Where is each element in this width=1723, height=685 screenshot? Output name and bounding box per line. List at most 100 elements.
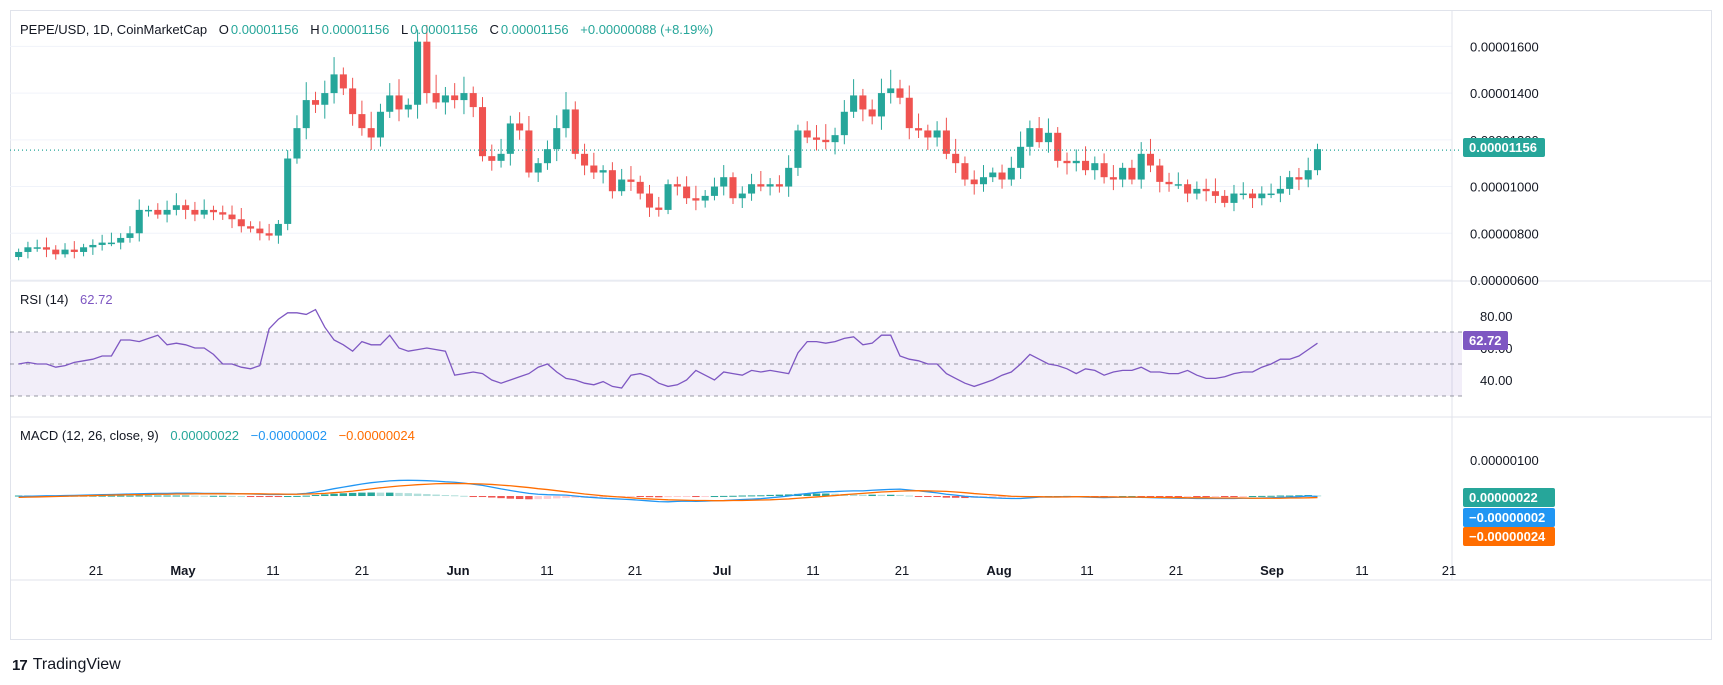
- candle-body: [1072, 160, 1080, 164]
- macd-histogram-bar: [645, 496, 654, 498]
- macd-histogram-bar: [1183, 496, 1192, 498]
- macd-histogram-bar: [339, 493, 348, 497]
- candle-body: [571, 109, 579, 154]
- macd-histogram-bar: [757, 495, 765, 497]
- macd-histogram-bar: [246, 496, 255, 498]
- macd-histogram-bar: [747, 495, 756, 497]
- macd-histogram-bar: [553, 496, 561, 499]
- tradingview-branding[interactable]: 17 TradingView: [12, 656, 121, 674]
- macd-histogram-bar: [1146, 496, 1155, 498]
- candle-body: [219, 212, 227, 215]
- current-price-label: 0.00001156: [1463, 138, 1545, 157]
- macd-title[interactable]: MACD (12, 26, close, 9): [20, 428, 159, 443]
- time-axis-label: May: [170, 563, 196, 578]
- candle-body: [534, 163, 542, 173]
- candle-body: [748, 184, 756, 194]
- time-axis-label: 21: [895, 563, 909, 578]
- macd-histogram-bar: [655, 496, 663, 498]
- macd-histogram-bar: [497, 496, 505, 499]
- candle-body: [924, 130, 932, 138]
- candle-body: [1146, 153, 1155, 166]
- candle-body: [1128, 167, 1136, 180]
- macd-histogram-bar: [784, 494, 793, 497]
- candle-body: [970, 179, 978, 185]
- candle-body: [543, 149, 551, 164]
- macd-histogram-bar: [961, 496, 969, 499]
- symbol-title[interactable]: PEPE/USD, 1D, CoinMarketCap: [20, 22, 208, 37]
- macd-histogram-bar: [256, 496, 264, 498]
- candle-body: [302, 100, 310, 129]
- price-tick-label: 0.00001400: [1470, 86, 1539, 101]
- candle-body: [182, 205, 190, 210]
- candle-body: [1295, 177, 1303, 180]
- macd-histogram-bar: [413, 493, 422, 497]
- macd-histogram-bar: [386, 492, 394, 497]
- macd-histogram-bar: [348, 492, 357, 497]
- candle-body: [673, 184, 681, 187]
- candle-body: [683, 186, 691, 199]
- macd-histogram-bar: [1156, 496, 1164, 498]
- macd-histogram-bar: [905, 495, 913, 497]
- candle-body: [812, 137, 821, 140]
- candle-body: [655, 207, 663, 210]
- chart-frame: [10, 10, 1712, 640]
- macd-histogram-bar: [237, 496, 246, 498]
- candle-body: [1184, 184, 1192, 194]
- macd-histogram-bar: [376, 492, 385, 497]
- macd-histogram-bar: [126, 495, 134, 497]
- price-tick-label: 0.00000600: [1470, 273, 1539, 288]
- candle-body: [525, 130, 533, 173]
- macd-histogram-bar: [116, 495, 125, 497]
- candle-body: [859, 95, 867, 110]
- candle-body: [107, 242, 115, 245]
- macd-tick-label: 0.00000100: [1470, 453, 1539, 468]
- candle-body: [1211, 191, 1219, 196]
- candle-body: [42, 247, 50, 250]
- candle-body: [822, 139, 830, 143]
- rsi-tick-label: 40.00: [1480, 373, 1513, 388]
- candle-body: [237, 219, 245, 227]
- candle-body: [766, 184, 774, 187]
- candle-body: [998, 172, 1006, 180]
- macd-histogram-bar: [469, 496, 477, 498]
- candle-body: [247, 226, 255, 229]
- candle-body: [1119, 167, 1127, 180]
- candle-body: [265, 233, 273, 236]
- macd-histogram-bar: [1165, 496, 1173, 498]
- candle-body: [386, 95, 394, 112]
- candle-body: [126, 233, 134, 238]
- candle-body: [720, 177, 728, 187]
- macd-histogram-bar: [488, 496, 496, 498]
- macd-histogram-bar: [1285, 495, 1294, 497]
- macd-histogram-bar: [432, 494, 440, 497]
- candle-body: [451, 95, 459, 101]
- tradingview-name: TradingView: [32, 656, 121, 673]
- macd-histogram-bar: [599, 496, 607, 498]
- macd-histogram-bar: [887, 494, 895, 497]
- candle-body: [497, 153, 505, 161]
- candle-body: [432, 93, 440, 103]
- candle-body: [1063, 160, 1071, 164]
- time-axis-label: 11: [1080, 563, 1094, 578]
- candle-body: [794, 130, 802, 168]
- candle-body: [785, 167, 793, 187]
- candle-body: [1044, 132, 1052, 143]
- rsi-value: 62.72: [80, 292, 113, 307]
- macd-histogram-bar: [590, 496, 598, 498]
- candle-body: [460, 93, 468, 101]
- candle-body: [349, 88, 357, 115]
- candle-body: [729, 177, 737, 199]
- macd-histogram-bar: [1258, 495, 1266, 497]
- candle-body: [469, 93, 477, 108]
- candle-body: [293, 128, 301, 159]
- macd-histogram-bar: [636, 496, 644, 498]
- change-value: +0.00000088 (+8.19%): [580, 22, 714, 37]
- macd-histogram-bar: [311, 495, 320, 497]
- macd-histogram-bar: [738, 495, 746, 497]
- macd-histogram-bar: [478, 496, 487, 498]
- candle-body: [516, 123, 524, 131]
- rsi-title[interactable]: RSI (14): [20, 292, 69, 307]
- candle-body: [172, 205, 180, 210]
- candle-body: [321, 93, 329, 105]
